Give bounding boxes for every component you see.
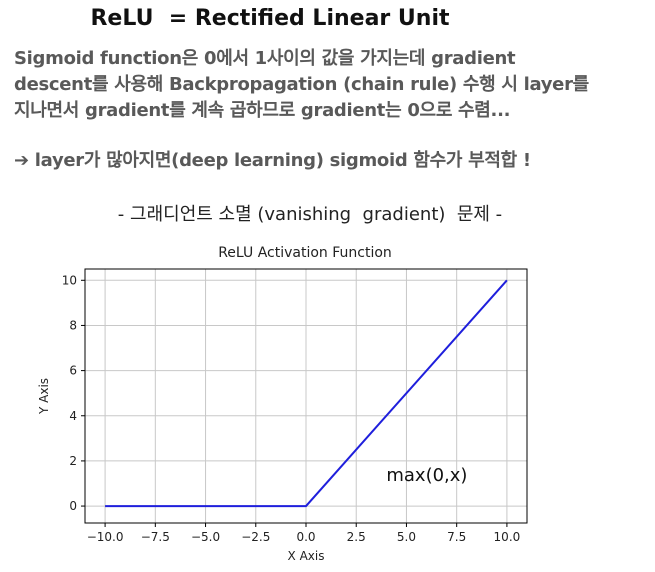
x-tick-label: 5.0	[397, 530, 416, 544]
x-tick-label: 2.5	[347, 530, 366, 544]
description-paragraph: Sigmoid function은 0에서 1사이의 값을 가지는데 gradi…	[14, 46, 589, 124]
arrow-icon: ➔	[14, 150, 29, 171]
paragraph-line: 지나면서 gradient를 계속 곱하므로 gradient는 0으로 수렴.…	[14, 100, 511, 121]
y-tick-label: 0	[69, 499, 77, 513]
tick-layer: −10.0 −7.5 −5.0 −2.5 0.0 2.5 5.0 7.5 10.0 0 2 4 6 8 10	[62, 273, 521, 544]
x-tick-label: −7.5	[141, 530, 170, 544]
conclusion-text: layer가 많아지면(deep learning) sigmoid 함수가 부…	[34, 150, 531, 171]
x-tick-label: 10.0	[494, 530, 521, 544]
grid-layer	[85, 269, 527, 523]
y-tick-label: 6	[69, 364, 77, 378]
x-axis-label: X Axis	[288, 549, 325, 563]
relu-series-line	[105, 279, 508, 508]
relu-chart: ReLU Activation Function −10.0 −7.5 −5.0 −2…	[37, 245, 528, 563]
slide-title: ReLU = Rectified Linear Unit	[90, 6, 450, 31]
series-layer	[105, 279, 508, 508]
x-tick-label: 0.0	[296, 530, 315, 544]
y-tick-label: 10	[62, 273, 77, 287]
slide-subtitle: - 그래디언트 소멸 (vanishing gradient) 문제 -	[117, 204, 503, 225]
x-tick-label: 7.5	[447, 530, 466, 544]
y-tick-label: 2	[69, 454, 77, 468]
annotation-label: max(0,x)	[386, 465, 467, 486]
x-tick-label: −5.0	[191, 530, 220, 544]
y-axis-label: Y Axis	[37, 378, 51, 415]
x-tick-label: −10.0	[87, 530, 124, 544]
y-tick-label: 4	[69, 409, 77, 423]
conclusion-bullet: ➔ layer가 많아지면(deep learning) sigmoid 함수가 …	[14, 148, 531, 174]
chart-title: ReLU Activation Function	[218, 245, 392, 261]
y-tick-label: 8	[69, 318, 77, 332]
paragraph-line: descent를 사용해 Backpropagation (chain rule…	[14, 74, 589, 95]
paragraph-line: Sigmoid function은 0에서 1사이의 값을 가지는데 gradi…	[14, 48, 516, 69]
x-tick-label: −2.5	[241, 530, 270, 544]
